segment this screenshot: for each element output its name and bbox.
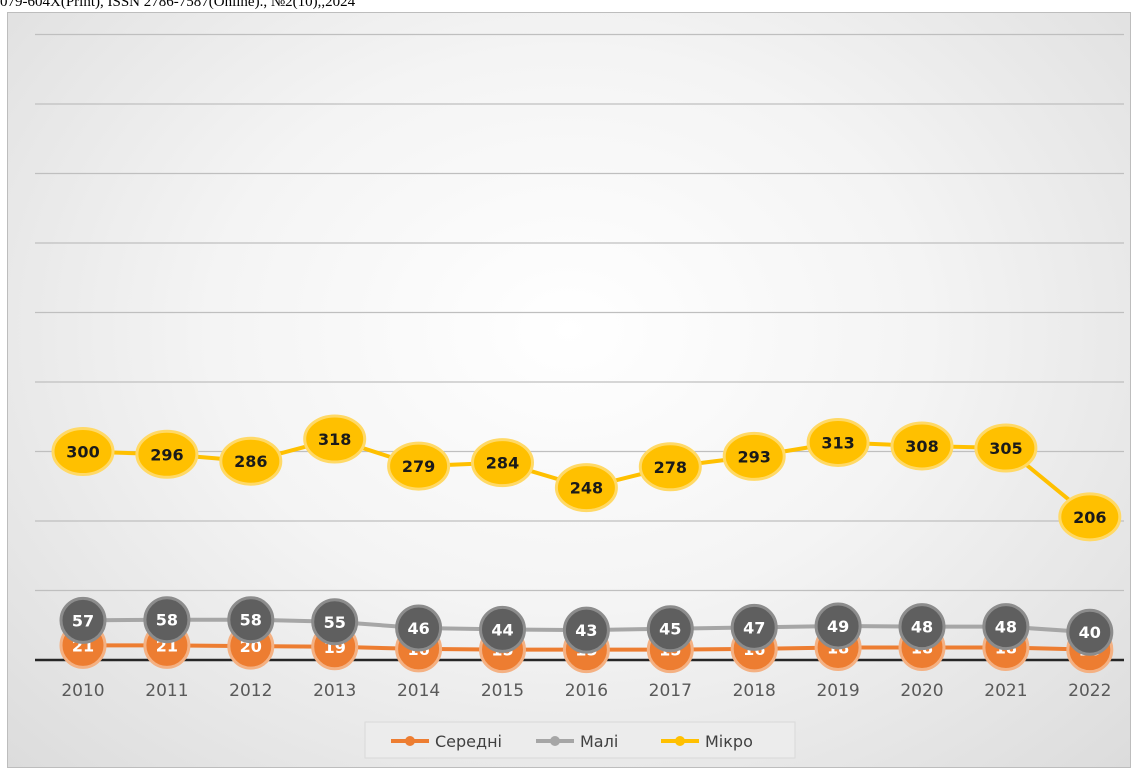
x-tick-label: 2012 <box>229 681 272 701</box>
legend-item-mali: Малі <box>536 732 618 751</box>
data-point-mali <box>562 606 610 654</box>
series-lines: 2121201916151515161818181557585855464443… <box>51 414 1122 674</box>
data-label-mikro: 300 <box>66 443 99 462</box>
x-axis: 2010 2011 2012 2013 2014 2015 2016 2017 2018 2019… <box>35 658 1124 701</box>
data-label-mali: 44 <box>491 620 513 639</box>
data-label-mikro: 313 <box>821 433 854 452</box>
data-point-mikro <box>554 463 618 513</box>
page-header-text: 079-604X(Print), ISSN 2786-7587(Online).… <box>0 0 356 10</box>
data-point-mikro <box>135 429 199 479</box>
data-point-mikro <box>638 442 702 492</box>
data-label-mikro: 296 <box>150 445 183 464</box>
data-label-mali: 55 <box>324 613 346 632</box>
data-point-mali <box>227 596 275 644</box>
data-label-mikro: 284 <box>486 454 519 473</box>
data-label-mikro: 305 <box>989 439 1022 458</box>
data-label-mikro: 286 <box>234 452 267 471</box>
data-label-mikro: 318 <box>318 430 351 449</box>
x-tick-label: 2019 <box>816 681 859 701</box>
legend: Середні Малі Мікро <box>364 721 796 759</box>
chart-area: 2010 2011 2012 2013 2014 2015 2016 2017 2018 2019… <box>7 12 1131 768</box>
data-label-mali: 48 <box>911 618 933 637</box>
data-point-mikro <box>303 414 367 464</box>
data-point-mali <box>1066 608 1114 656</box>
legend-item-mikro: Мікро <box>661 732 753 751</box>
x-tick-label: 2015 <box>481 681 524 701</box>
legend-swatch-marker <box>405 736 415 746</box>
data-label-mali: 58 <box>240 611 262 630</box>
x-tick-label: 2020 <box>900 681 943 701</box>
x-tick-label: 2014 <box>397 681 440 701</box>
line-chart: 2010 2011 2012 2013 2014 2015 2016 2017 2018 2019… <box>35 33 1124 759</box>
data-label-mali: 49 <box>827 617 849 636</box>
data-point-mali <box>143 596 191 644</box>
x-tick-label: 2018 <box>733 681 776 701</box>
data-label-mikro: 248 <box>570 479 603 498</box>
data-point-mikro <box>471 438 534 488</box>
data-point-mali <box>814 602 862 650</box>
x-tick-label: 2022 <box>1068 681 1111 701</box>
gridlines <box>35 33 1124 592</box>
x-tick-label: 2010 <box>61 681 104 701</box>
data-point-mikro <box>722 431 786 481</box>
data-point-mali <box>730 603 778 651</box>
data-label-mali: 40 <box>1079 623 1101 642</box>
legend-box <box>364 721 796 759</box>
data-point-mali <box>646 605 694 653</box>
series-mali: 57 58 58 55 46 44 43 45 47 49 48 48 40 <box>59 596 1114 656</box>
data-label-mali: 47 <box>743 618 765 637</box>
x-tick-label: 2016 <box>565 681 608 701</box>
data-label-mikro: 278 <box>654 458 687 477</box>
data-label-mikro: 308 <box>905 437 938 456</box>
data-label-mali: 48 <box>995 618 1017 637</box>
legend-item-seredni: Середні <box>391 732 502 751</box>
x-tick-label: 2011 <box>145 681 188 701</box>
data-label-mali: 58 <box>156 611 178 630</box>
data-point-mikro <box>974 423 1038 473</box>
data-point-mikro <box>806 417 870 467</box>
data-label-mikro: 279 <box>402 457 435 476</box>
data-point-mali <box>479 605 526 653</box>
data-point-mali <box>59 596 107 644</box>
data-label-mali: 46 <box>407 619 429 638</box>
x-tick-label: 2021 <box>984 681 1027 701</box>
x-tick-label: 2017 <box>649 681 692 701</box>
data-label-mikro: 206 <box>1073 508 1106 527</box>
data-label-mali: 57 <box>72 611 94 630</box>
data-point-mikro <box>387 441 451 491</box>
data-label-mali: 43 <box>575 621 597 640</box>
legend-label-seredni: Середні <box>435 732 502 751</box>
data-point-mikro <box>1058 492 1122 542</box>
data-point-mikro <box>51 427 115 476</box>
legend-label-mali: Малі <box>580 732 618 751</box>
data-point-mali <box>898 603 946 651</box>
legend-label-mikro: Мікро <box>705 732 753 751</box>
data-label-mikro: 293 <box>737 447 770 466</box>
data-point-mikro <box>219 436 283 486</box>
legend-swatch-marker <box>550 736 560 746</box>
data-point-mikro <box>890 421 954 471</box>
legend-swatch-marker <box>675 736 685 746</box>
data-label-mali: 45 <box>659 620 681 639</box>
data-point-mali <box>982 603 1030 651</box>
data-point-mali <box>311 598 359 646</box>
data-point-mali <box>395 604 443 652</box>
series-mikro: 300 296 286 318 279 284 248 278 293 313 308 305 206 <box>51 414 1122 542</box>
x-tick-label: 2013 <box>313 681 356 701</box>
